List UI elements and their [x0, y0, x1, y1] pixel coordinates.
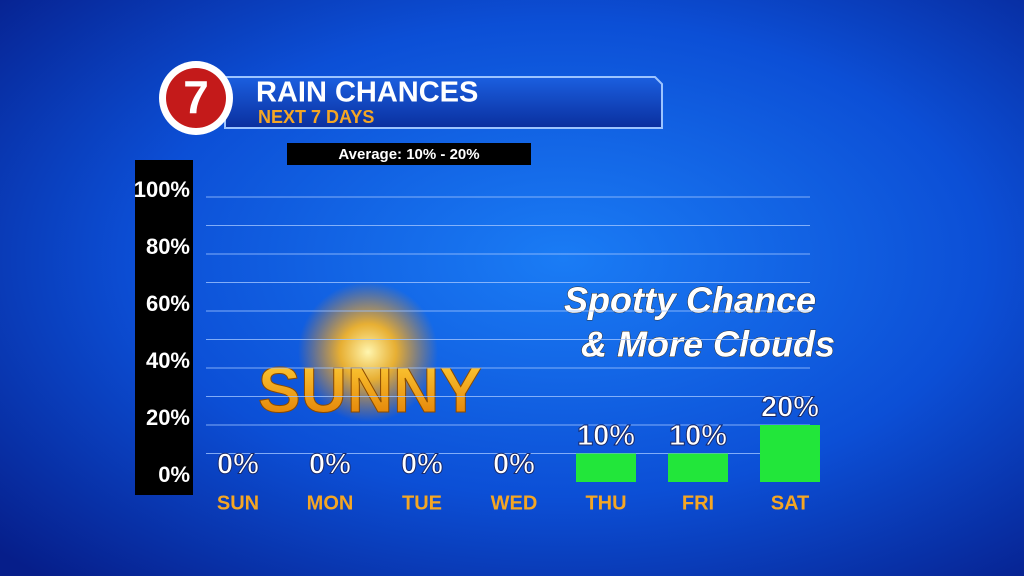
y-tick-label: 100%	[134, 177, 190, 202]
x-tick-label: SAT	[771, 492, 810, 514]
value-label: 0%	[493, 449, 535, 481]
x-tick-label: SUN	[217, 492, 259, 514]
note: Average: 10% - 20%	[338, 146, 479, 163]
y-tick-label: 80%	[146, 234, 190, 259]
x-tick-label: TUE	[402, 492, 442, 514]
bar	[668, 453, 728, 482]
chart-subtitle: NEXT 7 DAYS	[258, 107, 374, 127]
x-tick-label: THU	[585, 492, 626, 514]
y-tick-label: 0%	[158, 462, 190, 487]
value-label: 0%	[401, 449, 443, 481]
x-tick-label: MON	[307, 492, 354, 514]
logo-disc	[166, 68, 226, 128]
sun-glow	[298, 282, 438, 422]
bar	[760, 425, 820, 482]
annotation: Spotty Chance	[564, 280, 816, 321]
y-tick-label: 40%	[146, 348, 190, 373]
annotation: SUNNY	[258, 354, 482, 426]
axis-panel	[135, 160, 193, 495]
value-label: 20%	[761, 392, 819, 424]
x-tick-label: FRI	[682, 492, 714, 514]
y-tick-label: 60%	[146, 291, 190, 316]
chart-title: RAIN CHANCES	[256, 77, 478, 109]
annotation: & More Clouds	[581, 324, 835, 365]
value-label: 10%	[577, 420, 635, 452]
value-label: 0%	[309, 449, 351, 481]
value-label: 10%	[669, 420, 727, 452]
note-box	[287, 143, 531, 165]
y-tick-label: 20%	[146, 405, 190, 430]
value-label: 0%	[217, 449, 259, 481]
logo: 7	[183, 71, 209, 123]
x-tick-label: WED	[491, 492, 538, 514]
bar	[576, 453, 636, 482]
